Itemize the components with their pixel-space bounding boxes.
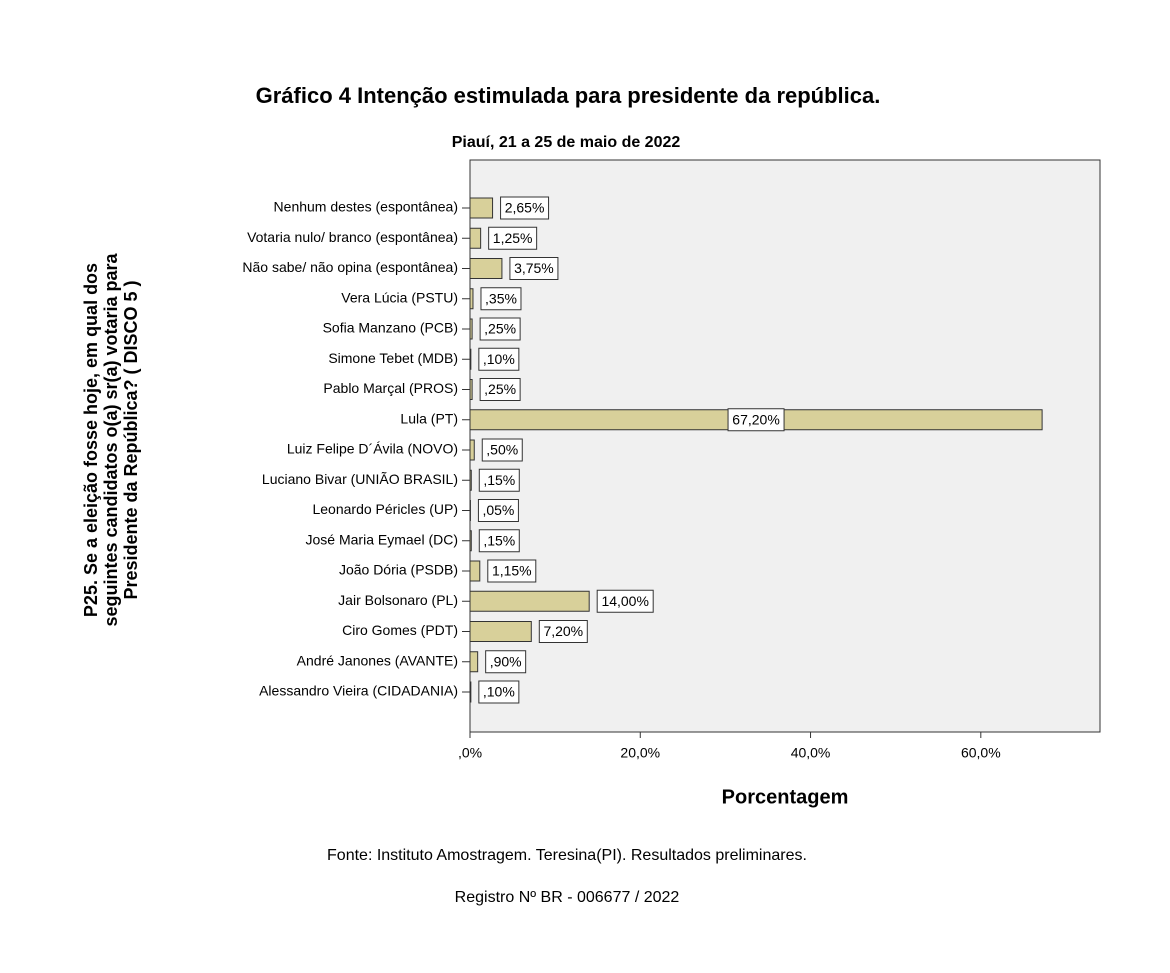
value-label-box — [488, 226, 538, 250]
value-label: ,10% — [483, 684, 515, 700]
y-axis-label: seguintes candidatos o(a) sr(a) votaria … — [101, 252, 121, 626]
value-label: ,35% — [485, 290, 517, 306]
y-axis-label: P25. Se a eleição fosse hoje, em qual do… — [81, 263, 101, 617]
value-label: 1,15% — [492, 563, 532, 579]
y-tick-label: Ciro Gomes (PDT) — [342, 622, 458, 638]
value-label-box — [479, 317, 521, 341]
value-label: ,05% — [482, 502, 514, 518]
bar — [469, 197, 494, 219]
bar — [469, 651, 479, 673]
y-tick-label: Votaria nulo/ branco (espontânea) — [247, 229, 458, 245]
value-label-box — [478, 680, 520, 704]
bar — [469, 288, 474, 310]
value-label: 7,20% — [543, 623, 583, 639]
bar — [469, 227, 482, 249]
y-tick-label: Lula (PT) — [400, 410, 458, 426]
y-tick-label: Luciano Bivar (UNIÃO BRASIL) — [262, 471, 458, 487]
footnote: Fonte: Instituto Amostragem. Teresina(PI… — [327, 847, 807, 864]
y-tick-label: Luiz Felipe D´Ávila (NOVO) — [287, 441, 458, 457]
y-tick-label: José Maria Eymael (DC) — [306, 531, 458, 547]
value-label-box — [479, 378, 521, 401]
value-label: ,25% — [484, 381, 516, 397]
x-tick-label: 40,0% — [791, 745, 831, 761]
y-tick-label: Sofia Manzano (PCB) — [323, 320, 458, 336]
y-tick-label: Leonardo Péricles (UP) — [312, 501, 458, 517]
bar — [469, 379, 473, 400]
value-label: ,50% — [486, 442, 518, 458]
bar — [469, 590, 590, 612]
value-label-box — [477, 499, 519, 522]
value-label-box — [478, 347, 520, 371]
value-label: 2,65% — [505, 200, 545, 216]
bar — [469, 439, 475, 461]
bar — [469, 530, 472, 552]
y-tick-label: Simone Tebet (MDB) — [328, 350, 458, 366]
footnote: Registro Nº BR - 006677 / 2022 — [455, 889, 680, 906]
value-label: ,15% — [483, 472, 515, 488]
bar — [469, 621, 532, 642]
x-tick-label: ,0% — [458, 745, 482, 761]
value-label-box — [480, 287, 522, 311]
y-tick-label: Pablo Marçal (PROS) — [323, 380, 458, 396]
value-label-box — [485, 650, 527, 674]
bar — [469, 318, 473, 340]
y-tick-label: André Janones (AVANTE) — [297, 652, 458, 668]
y-tick-label: Vera Lúcia (PSTU) — [341, 289, 458, 305]
y-tick-label: Alessandro Vieira (CIDADANIA) — [259, 683, 458, 699]
value-label: ,90% — [490, 653, 522, 669]
bar — [469, 469, 472, 491]
value-label: 3,75% — [514, 260, 554, 276]
y-tick-label: Nenhum destes (espontânea) — [274, 199, 458, 215]
bar — [469, 258, 503, 279]
y-tick-label: Não sabe/ não opina (espontânea) — [242, 259, 458, 275]
chart-subtitle: Piauí, 21 a 25 de maio de 2022 — [452, 134, 681, 151]
x-axis-label: Porcentagem — [722, 786, 849, 808]
value-label-box — [487, 559, 537, 583]
x-tick-label: 60,0% — [961, 745, 1001, 761]
value-label: ,15% — [483, 532, 515, 548]
bar — [469, 560, 481, 582]
value-label: 67,20% — [732, 411, 779, 427]
bar — [469, 681, 472, 703]
chart-title: Gráfico 4 Intenção estimulada para presi… — [256, 83, 881, 108]
y-tick-label: Jair Bolsonaro (PL) — [338, 592, 458, 608]
value-label: ,10% — [483, 351, 515, 367]
value-label-box — [538, 620, 588, 643]
value-label: 1,25% — [493, 230, 533, 246]
value-label-box — [509, 257, 559, 280]
value-label: 14,00% — [601, 593, 648, 609]
value-label-box — [727, 408, 785, 432]
value-label-box — [500, 196, 550, 220]
value-label: ,25% — [484, 321, 516, 337]
y-axis-label: Presidente da República? ( DISCO 5 ) — [121, 280, 141, 599]
x-tick-label: 20,0% — [620, 745, 660, 761]
bar — [469, 348, 472, 370]
value-label-box — [596, 589, 654, 613]
value-label-box — [478, 529, 520, 553]
value-label-box — [478, 468, 520, 492]
value-label-box — [481, 438, 523, 462]
y-tick-label: João Dória (PSDB) — [339, 562, 458, 578]
plot-area — [469, 159, 1101, 733]
